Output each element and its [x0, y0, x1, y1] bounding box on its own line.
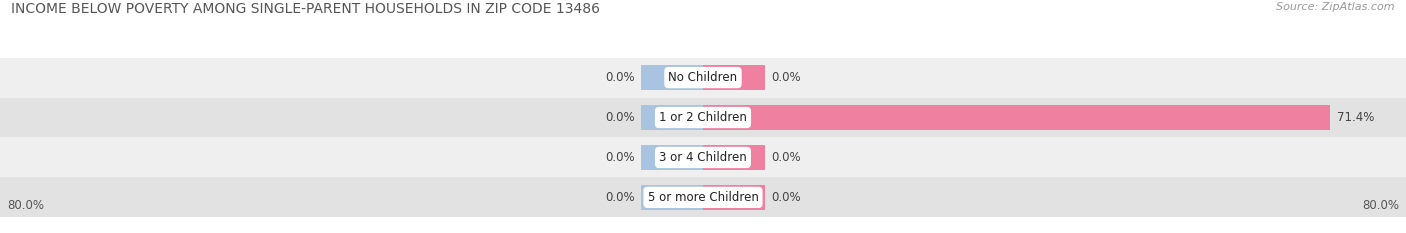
Text: 71.4%: 71.4% [1337, 111, 1375, 124]
Text: 5 or more Children: 5 or more Children [648, 191, 758, 204]
Bar [641, 65, 703, 90]
Text: 0.0%: 0.0% [605, 71, 634, 84]
Text: 80.0%: 80.0% [7, 199, 44, 212]
Text: Source: ZipAtlas.com: Source: ZipAtlas.com [1277, 2, 1395, 12]
Bar [641, 105, 703, 130]
Text: 0.0%: 0.0% [772, 191, 801, 204]
Text: 0.0%: 0.0% [605, 191, 634, 204]
Bar [703, 65, 765, 90]
Bar [0, 58, 1406, 98]
Text: 0.0%: 0.0% [772, 151, 801, 164]
Text: 0.0%: 0.0% [605, 151, 634, 164]
Text: No Children: No Children [668, 71, 738, 84]
Bar [0, 137, 1406, 177]
Text: 0.0%: 0.0% [772, 71, 801, 84]
Text: 0.0%: 0.0% [605, 111, 634, 124]
Text: 1 or 2 Children: 1 or 2 Children [659, 111, 747, 124]
Text: 3 or 4 Children: 3 or 4 Children [659, 151, 747, 164]
Bar [703, 185, 765, 210]
Text: INCOME BELOW POVERTY AMONG SINGLE-PARENT HOUSEHOLDS IN ZIP CODE 13486: INCOME BELOW POVERTY AMONG SINGLE-PARENT… [11, 2, 600, 16]
Text: 80.0%: 80.0% [1362, 199, 1399, 212]
Bar [641, 185, 703, 210]
Bar [0, 98, 1406, 137]
Bar [641, 145, 703, 170]
Bar [703, 105, 1330, 130]
Bar [0, 177, 1406, 217]
Bar [703, 145, 765, 170]
